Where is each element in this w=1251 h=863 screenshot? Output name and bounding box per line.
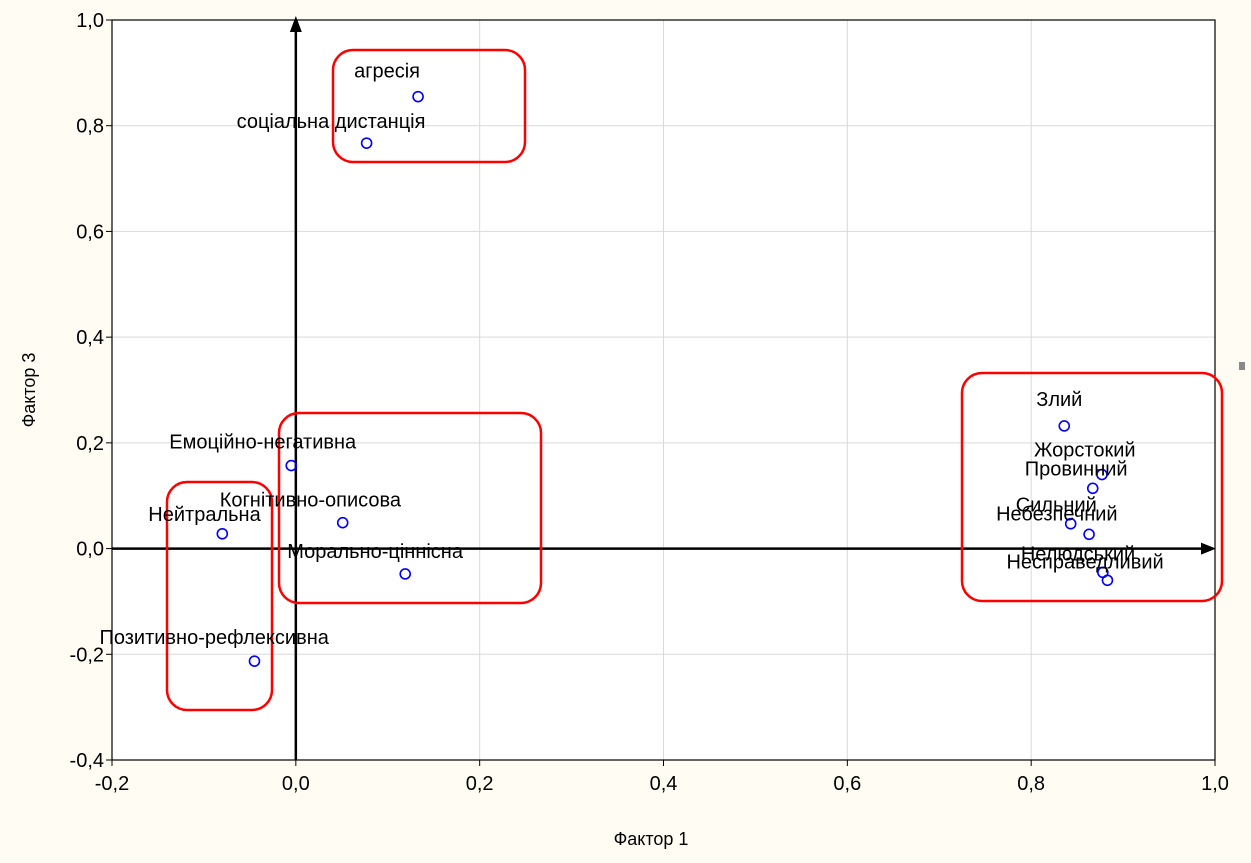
point-label: Сильний [1016, 495, 1097, 517]
point-label: Емоційно-негативна [169, 432, 357, 454]
point-label: Провинний [1025, 458, 1128, 480]
point-label: Нейтральна [148, 504, 261, 526]
y-tick-label: 1,0 [76, 10, 104, 32]
y-axis-arrowhead [289, 16, 302, 32]
x-axis-arrowhead [1201, 542, 1216, 555]
y-tick-label: 0,6 [76, 221, 104, 243]
y-tick-label: -0,2 [70, 644, 104, 666]
y-tick-label: 0,2 [76, 433, 104, 455]
group-box-left [165, 480, 274, 712]
point-label: Позитивно-рефлексивна [99, 627, 329, 649]
scatter-point [360, 137, 373, 149]
x-tick-label: 0,0 [282, 773, 310, 795]
x-tick-label: 1,0 [1201, 773, 1229, 795]
point-labels: агресія соціальна дистанція Емоційно-негат… [99, 61, 1163, 650]
y-tick-label: 0,0 [76, 539, 104, 561]
edge-mark-right [1239, 362, 1245, 370]
scatter-point [1086, 482, 1099, 495]
y-tick-label: -0,4 [70, 750, 104, 772]
scatter-point [216, 527, 229, 540]
x-tick-label: 0,6 [833, 773, 861, 795]
y-tick-label: 0,4 [76, 327, 104, 349]
point-label: Небезпечний [996, 503, 1118, 525]
scatter-point [1064, 517, 1077, 530]
scatter-point [399, 568, 412, 580]
x-axis-label: Фактор 1 [614, 829, 689, 849]
scatter-point [1058, 420, 1071, 432]
point-label: Несправедливий [1006, 551, 1163, 573]
scatter-point [1096, 468, 1108, 481]
group-boxes [165, 48, 1224, 712]
scatter-point [336, 516, 349, 529]
data-points [216, 90, 1114, 667]
group-box-center [277, 411, 543, 605]
x-tick-labels: -0,2 0,0 0,2 0,4 0,6 0,8 1,0 [95, 760, 1229, 795]
x-tick-label: 0,2 [466, 773, 494, 795]
y-axis-label: Фактор 3 [19, 353, 39, 428]
group-box-top [331, 48, 527, 164]
group-box-right [960, 371, 1224, 603]
point-label: соціальна дистанція [237, 111, 426, 133]
scatter-point [1101, 574, 1114, 587]
scatter-point [412, 90, 424, 103]
point-label: Злий [1036, 389, 1082, 411]
scatter-point [285, 459, 298, 472]
point-label: агресія [354, 61, 420, 83]
x-tick-label: 0,8 [1017, 773, 1045, 795]
y-tick-label: 0,8 [76, 116, 104, 138]
y-tick-labels: -0,4 -0,2 0,0 0,2 0,4 0,6 0,8 1,0 [70, 10, 112, 772]
point-label: Морально-ціннісна [287, 541, 464, 563]
scatter-point [1083, 528, 1095, 541]
x-tick-label: -0,2 [95, 773, 129, 795]
point-label: Жорстокий [1034, 440, 1136, 462]
zero-axes [112, 16, 1216, 760]
x-tick-label: 0,4 [650, 773, 678, 795]
point-label: Нелюдський [1021, 543, 1135, 565]
point-label: Когнітивно-описова [220, 490, 402, 512]
scatter-point [248, 655, 261, 667]
